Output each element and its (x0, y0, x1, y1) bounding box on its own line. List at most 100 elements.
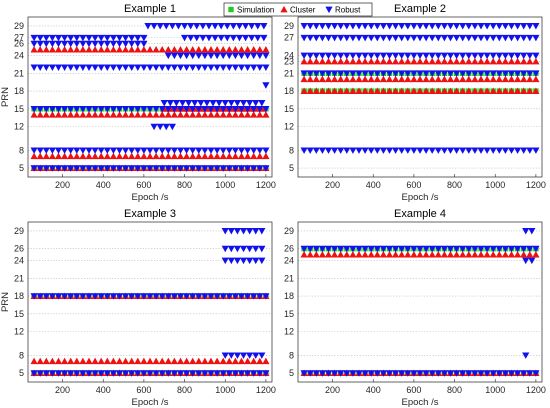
cluster-marker (128, 111, 136, 118)
robust-marker (489, 147, 497, 154)
robust-marker (176, 64, 185, 71)
robust-marker (398, 370, 406, 377)
robust-marker (134, 105, 142, 113)
cluster-marker (440, 57, 448, 65)
legend: Simulation Cluster Robust (223, 2, 373, 17)
cluster-marker (36, 357, 44, 365)
robust-marker (219, 64, 227, 71)
robust-marker (79, 165, 87, 172)
robust-marker (422, 70, 430, 77)
robust-marker (128, 293, 136, 300)
robust-marker (520, 147, 528, 154)
robust-marker (158, 105, 166, 113)
robust-marker (225, 52, 233, 60)
cluster-marker (392, 75, 400, 83)
robust-marker (128, 64, 136, 71)
cluster-marker (97, 45, 105, 53)
series-robust (300, 23, 540, 154)
cluster-marker (385, 87, 394, 94)
robust-marker (312, 23, 320, 30)
robust-marker (532, 34, 540, 42)
cluster-marker (231, 152, 239, 160)
robust-marker (258, 257, 266, 265)
robust-marker (422, 52, 430, 60)
cluster-marker (446, 57, 455, 65)
robust-marker (520, 245, 528, 253)
cluster-marker (355, 75, 363, 83)
robust-marker (176, 370, 185, 377)
cluster-marker (410, 250, 418, 258)
y-tick-label: 15 (14, 104, 24, 114)
robust-marker (477, 70, 485, 77)
robust-marker (428, 34, 436, 42)
plot-frame (297, 16, 543, 178)
cluster-marker (201, 45, 209, 53)
cluster-marker (30, 111, 38, 118)
robust-marker (248, 23, 256, 30)
robust-marker (306, 52, 314, 60)
y-tick-label: 27 (284, 33, 294, 43)
y-tick-label: 29 (284, 21, 294, 31)
cluster-marker (428, 250, 436, 258)
robust-marker (465, 34, 473, 42)
robust-marker (122, 370, 130, 377)
robust-marker (36, 293, 44, 300)
robust-marker (73, 147, 81, 154)
robust-marker (61, 293, 69, 300)
robust-marker (385, 70, 394, 77)
robust-marker (97, 165, 105, 172)
robust-marker (471, 34, 479, 42)
x-tick-label: 400 (96, 180, 111, 190)
cluster-marker (73, 357, 81, 365)
robust-marker (337, 52, 345, 60)
x-tick-label: 1000 (485, 385, 505, 395)
cluster-marker (146, 45, 154, 53)
cluster-marker (183, 152, 191, 160)
robust-marker (349, 34, 357, 42)
robust-marker (219, 52, 227, 60)
robust-marker (465, 23, 473, 30)
cluster-marker (42, 111, 50, 118)
robust-marker (331, 52, 339, 60)
cluster-marker (318, 57, 326, 65)
cluster-marker (514, 75, 522, 83)
cluster-marker (392, 57, 400, 65)
robust-marker (48, 293, 56, 300)
robust-marker (477, 23, 485, 30)
cluster-marker (416, 57, 424, 65)
y-tick-label: 21 (14, 273, 24, 283)
cluster-marker (465, 87, 473, 94)
cluster-marker (164, 152, 172, 160)
cluster-marker (422, 87, 430, 94)
robust-marker (459, 70, 467, 77)
robust-marker (514, 147, 522, 154)
robust-marker (410, 23, 418, 30)
robust-marker (231, 147, 239, 154)
robust-marker (103, 147, 111, 154)
robust-marker (140, 40, 148, 48)
robust-marker (465, 70, 473, 77)
robust-marker (134, 64, 142, 71)
y-tick-label: 5 (289, 368, 294, 378)
cluster-marker (373, 250, 381, 258)
series-robust (30, 228, 270, 377)
plot-frame (27, 16, 273, 178)
robust-marker (262, 147, 270, 154)
robust-marker (67, 165, 75, 172)
robust-marker (152, 165, 160, 172)
robust-marker (507, 147, 516, 154)
robust-marker (306, 34, 314, 42)
robust-marker (306, 70, 314, 77)
robust-marker (379, 34, 387, 42)
robust-marker (42, 34, 50, 42)
robust-marker (134, 147, 142, 154)
robust-marker (434, 52, 442, 60)
robust-marker (42, 40, 50, 48)
robust-marker (73, 105, 81, 113)
cluster-marker (367, 75, 375, 83)
robust-marker (30, 293, 38, 300)
robust-marker (54, 165, 63, 172)
robust-marker (392, 34, 400, 42)
robust-marker (507, 245, 516, 253)
